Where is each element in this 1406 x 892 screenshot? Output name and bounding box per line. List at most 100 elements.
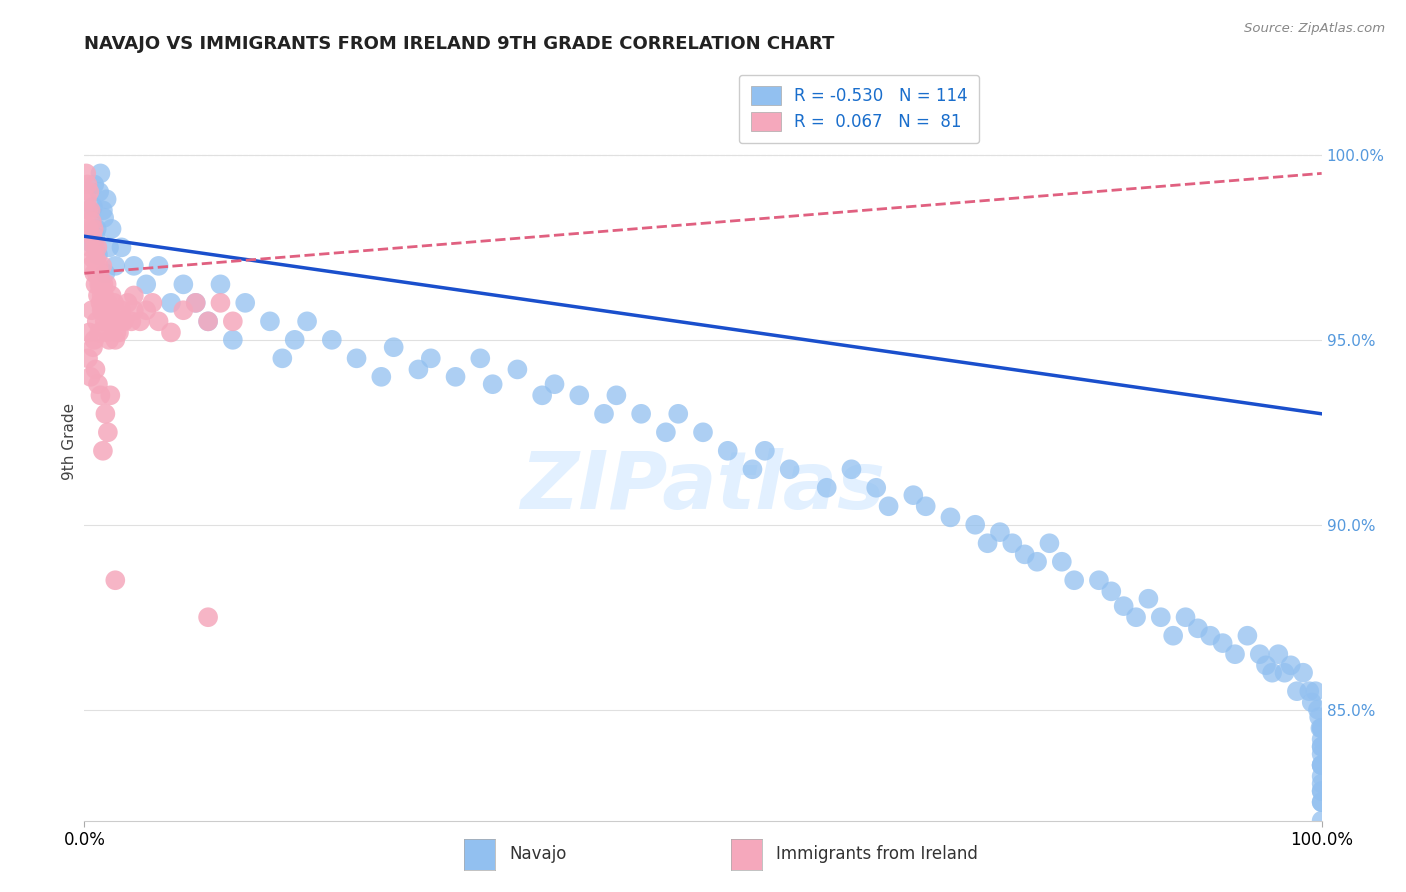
Point [90,303,112,318]
Point [91,303,114,318]
Point [284,333,307,347]
Point [129,314,152,328]
Point [84,252,107,266]
Point [1161,629,1184,643]
Point [1310,795,1333,809]
Point [94,314,117,328]
Point [481,377,503,392]
Point [593,407,616,421]
Point [86,314,108,328]
Point [82,229,104,244]
Point [815,481,838,495]
Point [83,266,105,280]
Point [1310,721,1333,735]
Point [93,211,115,225]
Point [531,388,554,402]
Point [77,203,100,218]
Point [841,462,863,476]
Point [1310,769,1333,783]
Point [1310,739,1333,754]
Point [630,407,652,421]
Point [419,351,441,366]
Point [112,314,135,328]
Point [104,259,127,273]
Point [1310,721,1333,735]
Point [1310,758,1333,772]
Point [976,536,998,550]
Point [117,296,139,310]
Point [86,266,108,280]
Point [82,252,104,266]
Point [1212,636,1234,650]
Point [87,259,110,273]
Point [80,259,103,273]
Point [346,351,368,366]
Point [1285,684,1308,698]
Text: Navajo: Navajo [509,846,567,863]
Point [135,277,157,292]
Point [233,296,256,310]
Point [79,240,101,254]
Point [80,236,103,251]
Point [1298,684,1320,698]
Point [209,277,232,292]
Point [965,517,987,532]
Point [1174,610,1197,624]
Point [1306,703,1329,717]
Point [93,288,115,302]
Point [914,500,936,514]
Point [1223,647,1246,661]
Point [1310,795,1333,809]
Point [717,443,740,458]
Point [89,388,111,402]
Point [84,229,107,244]
Point [754,443,776,458]
Point [83,240,105,254]
Text: Immigrants from Ireland: Immigrants from Ireland [776,846,979,863]
Text: NAVAJO VS IMMIGRANTS FROM IRELAND 9TH GRADE CORRELATION CHART: NAVAJO VS IMMIGRANTS FROM IRELAND 9TH GR… [84,35,835,53]
Point [100,222,122,236]
Point [94,303,117,318]
Point [89,185,111,199]
Point [83,333,105,347]
Point [865,481,887,495]
Point [877,500,900,514]
Point [209,296,232,310]
Point [321,333,343,347]
Point [98,240,121,254]
Point [1063,573,1085,587]
Point [84,362,107,376]
Point [655,425,678,440]
Point [741,462,763,476]
Point [93,277,115,292]
Point [172,303,194,318]
Point [86,240,108,254]
Point [110,303,132,318]
Point [692,425,714,440]
Point [543,377,565,392]
Point [172,277,194,292]
Point [89,277,111,292]
Point [77,222,100,236]
Point [160,296,183,310]
Point [80,303,103,318]
Point [89,326,111,340]
Point [271,351,294,366]
Text: Source: ZipAtlas.com: Source: ZipAtlas.com [1244,22,1385,36]
Point [1310,758,1333,772]
Point [1310,777,1333,791]
Point [89,266,111,280]
Point [103,296,125,310]
Text: ZIPatlas: ZIPatlas [520,448,886,526]
Point [122,259,145,273]
Point [108,326,131,340]
Point [1310,758,1333,772]
Point [1310,784,1333,798]
Point [295,314,318,328]
Point [104,573,127,587]
Point [91,259,114,273]
Point [89,296,111,310]
Point [86,222,108,236]
Point [148,259,170,273]
Point [1310,814,1333,828]
